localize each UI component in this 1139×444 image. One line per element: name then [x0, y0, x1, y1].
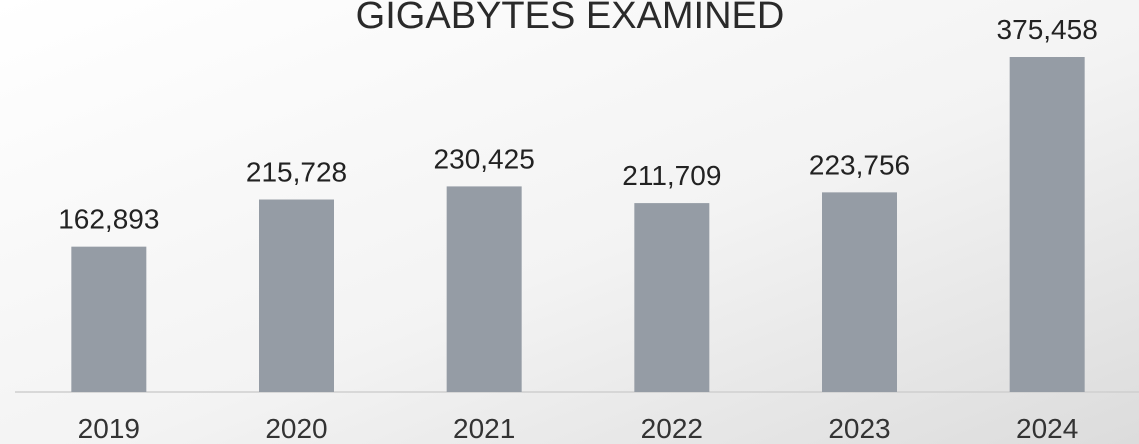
value-label: 223,756	[809, 149, 910, 180]
value-label: 375,458	[997, 14, 1098, 45]
value-label: 162,893	[58, 204, 159, 235]
value-label: 230,425	[434, 143, 535, 174]
x-tick-label: 2024	[1016, 413, 1078, 444]
x-tick-label: 2022	[641, 413, 703, 444]
bar	[634, 203, 710, 392]
value-label: 215,728	[246, 157, 347, 188]
value-label: 211,709	[622, 160, 721, 191]
x-tick-label: 2020	[265, 413, 327, 444]
x-tick-label: 2023	[828, 413, 890, 444]
bar	[259, 199, 334, 392]
chart-title: GIGABYTES EXAMINED	[356, 0, 785, 37]
x-tick-label: 2019	[78, 413, 140, 444]
bar	[1009, 57, 1085, 392]
x-tick-label: 2021	[453, 413, 515, 444]
bar	[446, 186, 522, 392]
bar	[822, 192, 897, 392]
bar	[71, 246, 147, 392]
